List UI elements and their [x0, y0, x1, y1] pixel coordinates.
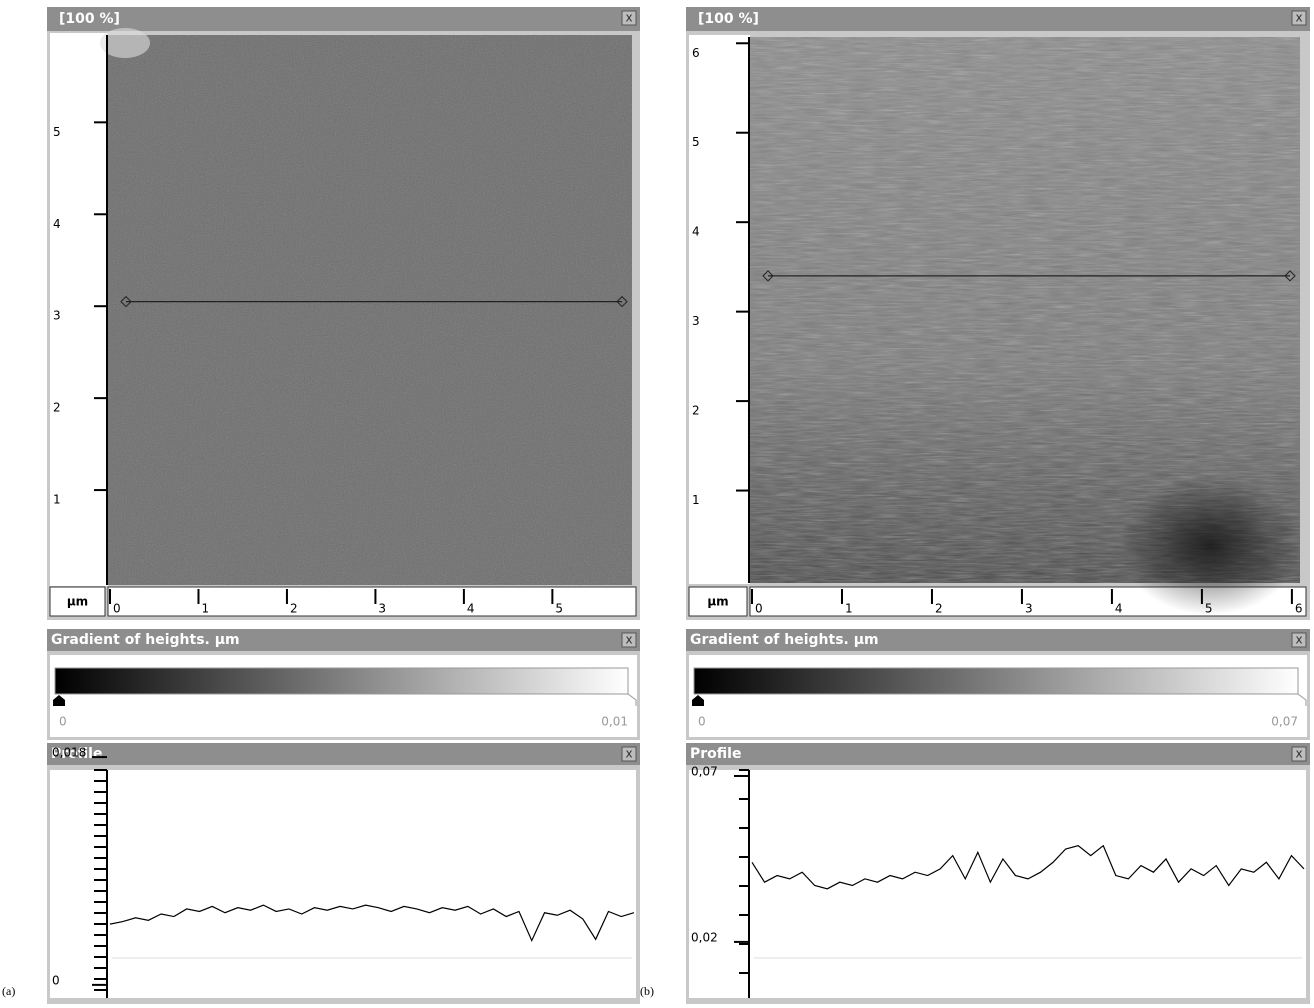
title-bar: [47, 7, 640, 31]
gradient-marker[interactable]: [53, 695, 65, 706]
close-label[interactable]: x: [1295, 11, 1302, 25]
unit-label: µm: [707, 595, 728, 609]
close-label[interactable]: x: [625, 11, 632, 25]
cut-handle[interactable]: [1284, 270, 1296, 282]
panel-title: Profile: [51, 746, 102, 762]
y-tick-label: 1: [53, 493, 61, 507]
afm-dark-region: [1120, 475, 1300, 615]
title-bar: [47, 629, 640, 651]
gradient-marker[interactable]: [1297, 693, 1307, 706]
y-tick-label: 0: [52, 973, 60, 987]
panel-title: [100 %]: [59, 11, 120, 27]
y-tick-label: 3: [53, 309, 61, 323]
panel-title: Gradient of heights. µm: [690, 632, 879, 648]
cut-handle[interactable]: [762, 270, 774, 282]
close-button[interactable]: [1291, 632, 1307, 648]
gradient-body: [689, 655, 1307, 737]
title-bar: [686, 629, 1310, 651]
y-tick-label: 3: [692, 314, 700, 328]
close-label[interactable]: x: [1295, 747, 1302, 761]
x-tick-label: 3: [378, 602, 386, 616]
y-tick-label: 6: [692, 46, 700, 60]
y-tick-label: 0,018: [52, 746, 86, 760]
panel-label: (b): [640, 984, 654, 998]
gradient-body: [50, 655, 637, 737]
title-bar: [686, 7, 1310, 31]
y-tick-label: 2: [692, 404, 700, 418]
close-button[interactable]: [621, 10, 637, 26]
x-tick-label: 6: [1295, 602, 1303, 616]
x-tick-label: 4: [467, 602, 475, 616]
unit-box: [49, 586, 106, 617]
gradient-scale: [693, 667, 1299, 695]
cut-handle[interactable]: [120, 295, 132, 308]
x-tick-label: 0: [755, 602, 763, 616]
profile-axis-area: [689, 770, 750, 998]
x-ruler: [107, 586, 637, 617]
gradient-marker[interactable]: [692, 695, 704, 706]
y-tick-label: 0,02: [691, 930, 718, 944]
gradient-tick-label: 0: [59, 715, 67, 729]
close-button[interactable]: [1291, 10, 1307, 26]
profile-line: [109, 904, 635, 943]
x-tick-label: 1: [845, 602, 853, 616]
close-label[interactable]: x: [625, 633, 632, 647]
profile-line: [751, 844, 1305, 890]
close-button[interactable]: [1291, 746, 1307, 762]
title-bar: [686, 743, 1310, 765]
close-label[interactable]: x: [1295, 633, 1302, 647]
x-tick-label: 1: [201, 602, 209, 616]
unit-box: [688, 586, 748, 617]
x-tick-label: 5: [1205, 602, 1213, 616]
profile-plot-area: [750, 770, 1306, 998]
panel-label: (a): [2, 984, 15, 998]
x-tick-label: 0: [113, 602, 121, 616]
y-ruler: [689, 35, 750, 584]
gradient-scale: [54, 667, 629, 695]
afm-bright-corner: [100, 28, 150, 58]
gradient-marker[interactable]: [627, 693, 637, 706]
profile-plot-area: [108, 770, 636, 998]
y-tick-label: 4: [53, 217, 61, 231]
y-ruler: [50, 33, 108, 586]
profile-axis-area: [50, 770, 108, 998]
panel-title: [100 %]: [698, 11, 759, 27]
y-tick-label: 1: [692, 493, 700, 507]
afm-texture: [108, 35, 632, 585]
y-tick-label: 0,07: [691, 764, 718, 778]
x-tick-label: 3: [1025, 602, 1033, 616]
x-tick-label: 2: [290, 602, 298, 616]
y-tick-label: 5: [692, 135, 700, 149]
unit-label: µm: [67, 595, 88, 609]
close-button[interactable]: [621, 632, 637, 648]
close-label[interactable]: x: [625, 747, 632, 761]
x-tick-label: 5: [555, 602, 563, 616]
cut-handle[interactable]: [616, 295, 628, 308]
y-tick-label: 2: [53, 401, 61, 415]
panel-title: Profile: [690, 746, 741, 762]
x-tick-label: 4: [1115, 602, 1123, 616]
y-tick-label: 5: [53, 125, 61, 139]
gradient-tick-label: 0: [698, 715, 706, 729]
panel-title: Gradient of heights. µm: [51, 632, 240, 648]
gradient-tick-label: 0,01: [601, 715, 628, 729]
gradient-tick-label: 0,07: [1271, 715, 1298, 729]
close-button[interactable]: [621, 746, 637, 762]
title-bar: [47, 743, 640, 765]
y-tick-label: 4: [692, 225, 700, 239]
x-tick-label: 2: [935, 602, 943, 616]
